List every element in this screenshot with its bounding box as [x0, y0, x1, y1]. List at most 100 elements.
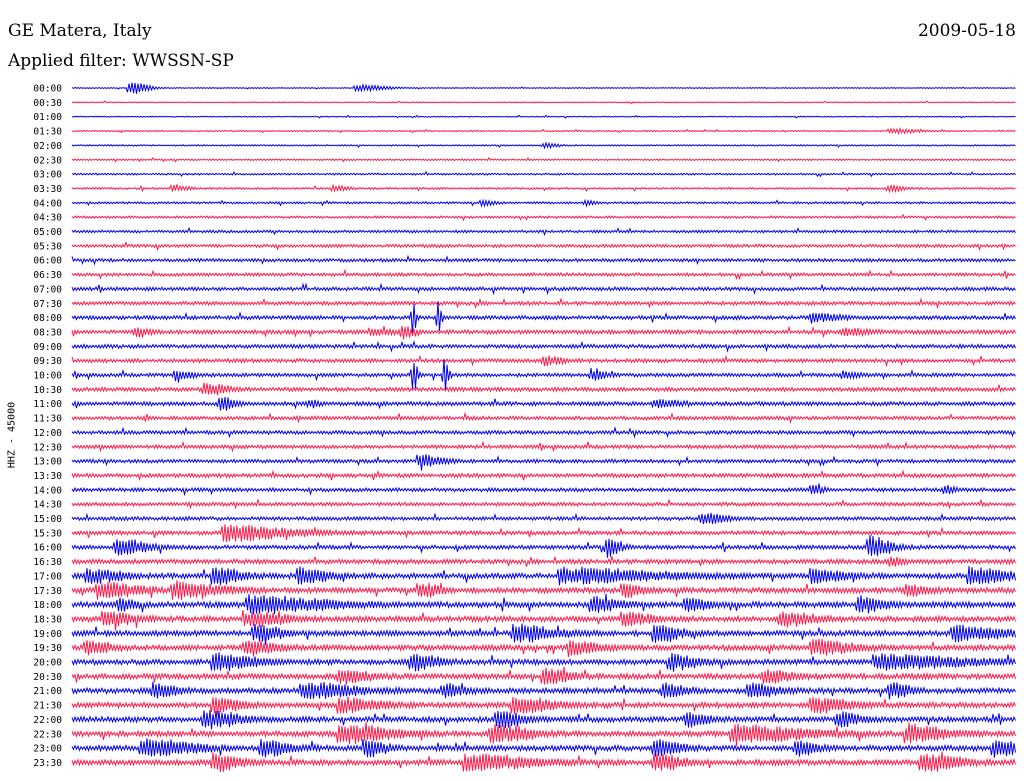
time-label-2130: 21:30: [33, 701, 62, 712]
time-label-1900: 19:00: [33, 629, 62, 640]
trace-0100: [71, 114, 1016, 119]
trace-0300: [71, 170, 1016, 178]
trace-1700: [71, 566, 1016, 586]
time-label-0830: 08:30: [33, 327, 62, 338]
trace-1930: [71, 638, 1016, 658]
trace-1330: [71, 469, 1016, 482]
trace-0600: [71, 254, 1016, 266]
trace-1400: [71, 483, 1016, 497]
time-label-2330: 23:30: [33, 758, 62, 769]
filter-name: WWSSN-SP: [132, 51, 234, 71]
trace-1000: [71, 358, 1016, 392]
time-label-0900: 09:00: [33, 342, 62, 353]
trace-0730: [71, 297, 1016, 310]
station-title: GE Matera, Italy: [8, 21, 152, 41]
time-label-2000: 20:00: [33, 658, 62, 669]
trace-0200: [71, 141, 1016, 150]
time-label-0230: 02:30: [33, 155, 62, 166]
time-label-2300: 23:00: [33, 744, 62, 755]
time-label-1830: 18:30: [33, 614, 62, 625]
time-label-0630: 06:30: [33, 270, 62, 281]
trace-2330: [71, 751, 1016, 773]
time-label-0530: 05:30: [33, 241, 62, 252]
time-label-0700: 07:00: [33, 284, 62, 295]
time-label-1500: 15:00: [33, 514, 62, 525]
time-label-1730: 17:30: [33, 586, 62, 597]
trace-1500: [71, 512, 1016, 525]
trace-1600: [71, 535, 1016, 558]
trace-1800: [71, 593, 1016, 615]
trace-0630: [71, 268, 1016, 281]
trace-0230: [71, 156, 1016, 163]
time-label-1530: 15:30: [33, 528, 62, 539]
trace-1530: [71, 524, 1016, 543]
trace-2130: [71, 696, 1016, 716]
trace-2200: [71, 709, 1016, 730]
trace-0030: [71, 100, 1016, 105]
time-label-1230: 12:30: [33, 442, 62, 453]
time-label-0330: 03:30: [33, 184, 62, 195]
trace-0530: [71, 240, 1016, 252]
trace-0500: [71, 226, 1016, 237]
time-label-0730: 07:30: [33, 299, 62, 310]
trace-2100: [71, 681, 1016, 700]
time-label-1000: 10:00: [33, 371, 62, 382]
time-label-1030: 10:30: [33, 385, 62, 396]
trace-0400: [71, 198, 1016, 208]
time-label-1400: 14:00: [33, 485, 62, 496]
time-label-1330: 13:30: [33, 471, 62, 482]
trace-1130: [71, 411, 1016, 425]
trace-1630: [71, 556, 1016, 567]
trace-2000: [71, 652, 1016, 672]
trace-1900: [71, 623, 1016, 646]
trace-2030: [71, 666, 1016, 685]
trace-0700: [71, 282, 1016, 296]
time-label-1930: 19:30: [33, 643, 62, 654]
time-label-1200: 12:00: [33, 428, 62, 439]
time-label-0130: 01:30: [33, 127, 62, 138]
trace-1030: [71, 382, 1016, 396]
time-label-2030: 20:30: [33, 672, 62, 683]
trace-0930: [71, 354, 1016, 368]
date-label: 2009-05-18: [917, 21, 1016, 41]
trace-2230: [71, 721, 1016, 747]
time-label-0200: 02:00: [33, 141, 62, 152]
trace-1200: [71, 426, 1016, 439]
time-label-0930: 09:30: [33, 356, 62, 367]
filter-prefix: Applied filter:: [8, 51, 127, 71]
trace-2300: [71, 738, 1016, 758]
time-label-0600: 06:00: [33, 256, 62, 267]
time-label-0300: 03:00: [33, 170, 62, 181]
time-label-0800: 08:00: [33, 313, 62, 324]
trace-1100: [71, 397, 1016, 411]
trace-0430: [71, 213, 1016, 222]
trace-1430: [71, 497, 1016, 510]
trace-0000: [71, 82, 1016, 94]
trace-0830: [71, 325, 1016, 340]
filter-label: Applied filter: WWSSN-SP: [8, 50, 234, 72]
time-label-1430: 14:30: [33, 500, 62, 511]
trace-0130: [71, 127, 1016, 136]
time-label-0000: 00:00: [33, 84, 62, 95]
trace-0800: [71, 301, 1016, 335]
time-label-1130: 11:30: [33, 414, 62, 425]
time-label-1800: 18:00: [33, 600, 62, 611]
time-label-2230: 22:30: [33, 729, 62, 740]
time-label-0400: 04:00: [33, 198, 62, 209]
time-label-1300: 13:00: [33, 457, 62, 468]
trace-1230: [71, 440, 1016, 453]
time-label-1630: 16:30: [33, 557, 62, 568]
time-label-0100: 01:00: [33, 112, 62, 123]
time-label-2100: 21:00: [33, 686, 62, 697]
time-label-1100: 11:00: [33, 399, 62, 410]
time-label-1700: 17:00: [33, 571, 62, 582]
time-label-0430: 04:30: [33, 213, 62, 224]
trace-0330: [71, 183, 1016, 194]
time-label-2200: 22:00: [33, 715, 62, 726]
trace-1300: [71, 454, 1016, 471]
time-label-0500: 05:00: [33, 227, 62, 238]
trace-1830: [71, 609, 1016, 631]
trace-1730: [71, 580, 1016, 600]
time-label-0030: 00:30: [33, 98, 62, 109]
